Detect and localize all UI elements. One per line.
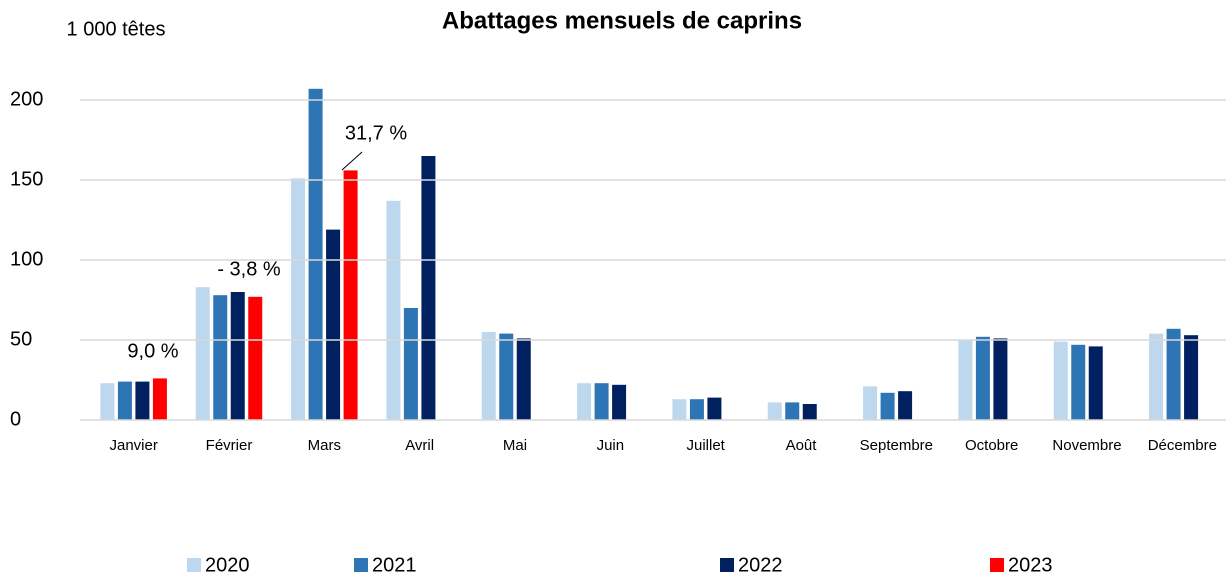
x-tick-label: Novembre [1052, 437, 1121, 454]
legend-swatch [720, 558, 734, 572]
x-tick-label: Janvier [109, 437, 157, 454]
bar [767, 402, 782, 420]
bar [993, 338, 1008, 420]
bar [612, 384, 627, 420]
bar [672, 399, 687, 420]
y-tick-label: 100 [10, 248, 43, 270]
bar [326, 229, 341, 420]
x-tick-label: Décembre [1148, 437, 1217, 454]
legend-label: 2021 [372, 554, 417, 576]
bar [481, 332, 496, 420]
bar [1166, 328, 1181, 420]
bar [403, 308, 418, 420]
bar [291, 178, 306, 420]
bar [898, 391, 913, 420]
x-tick-label: Septembre [860, 437, 933, 454]
bar [213, 295, 228, 420]
bar [1184, 335, 1199, 420]
bar [308, 88, 323, 421]
bar [863, 386, 878, 420]
y-tick-label: 50 [10, 328, 32, 350]
x-tick-label: Mars [308, 437, 341, 454]
annotation: 9,0 % [127, 340, 178, 362]
bar [689, 399, 704, 420]
bar [594, 383, 609, 420]
chart-title: Abattages mensuels de caprins [442, 7, 802, 34]
bar [135, 381, 150, 420]
annotation: - 3,8 % [217, 258, 281, 280]
bar [1149, 333, 1164, 420]
bar [707, 397, 722, 420]
bar [343, 170, 358, 420]
x-tick-label: Avril [405, 437, 434, 454]
bar [117, 381, 132, 420]
bar [516, 338, 531, 420]
bar [230, 292, 245, 420]
bar [386, 200, 401, 420]
bar [880, 392, 895, 420]
bar [100, 383, 115, 420]
x-tick-label: Août [786, 437, 818, 454]
legend-swatch [990, 558, 1004, 572]
y-tick-label: 0 [10, 408, 21, 430]
legend-label: 2020 [205, 554, 250, 576]
bar [802, 404, 817, 420]
bar [421, 156, 436, 420]
leader-line [341, 151, 363, 171]
bar [152, 378, 167, 420]
x-tick-label: Mai [503, 437, 527, 454]
legend-swatch [187, 558, 201, 572]
x-tick-label: Février [206, 437, 253, 454]
x-tick-label: Juillet [686, 437, 725, 454]
x-tick-label: Octobre [965, 437, 1018, 454]
bar [577, 383, 592, 420]
bar [975, 336, 990, 420]
bar [785, 402, 800, 420]
y-axis-label: 1 000 têtes [67, 18, 166, 40]
legend-label: 2023 [1008, 554, 1053, 576]
bar [958, 340, 973, 420]
y-tick-label: 200 [10, 88, 43, 110]
legend-label: 2022 [738, 554, 783, 576]
y-tick-label: 150 [10, 168, 43, 190]
bar [248, 296, 263, 420]
bar [499, 333, 514, 420]
annotation: 31,7 % [345, 122, 407, 144]
bar [1071, 344, 1086, 420]
x-tick-label: Juin [597, 437, 625, 454]
bar [1053, 341, 1068, 420]
bar [195, 287, 210, 420]
bar [1088, 346, 1103, 420]
legend-swatch [354, 558, 368, 572]
